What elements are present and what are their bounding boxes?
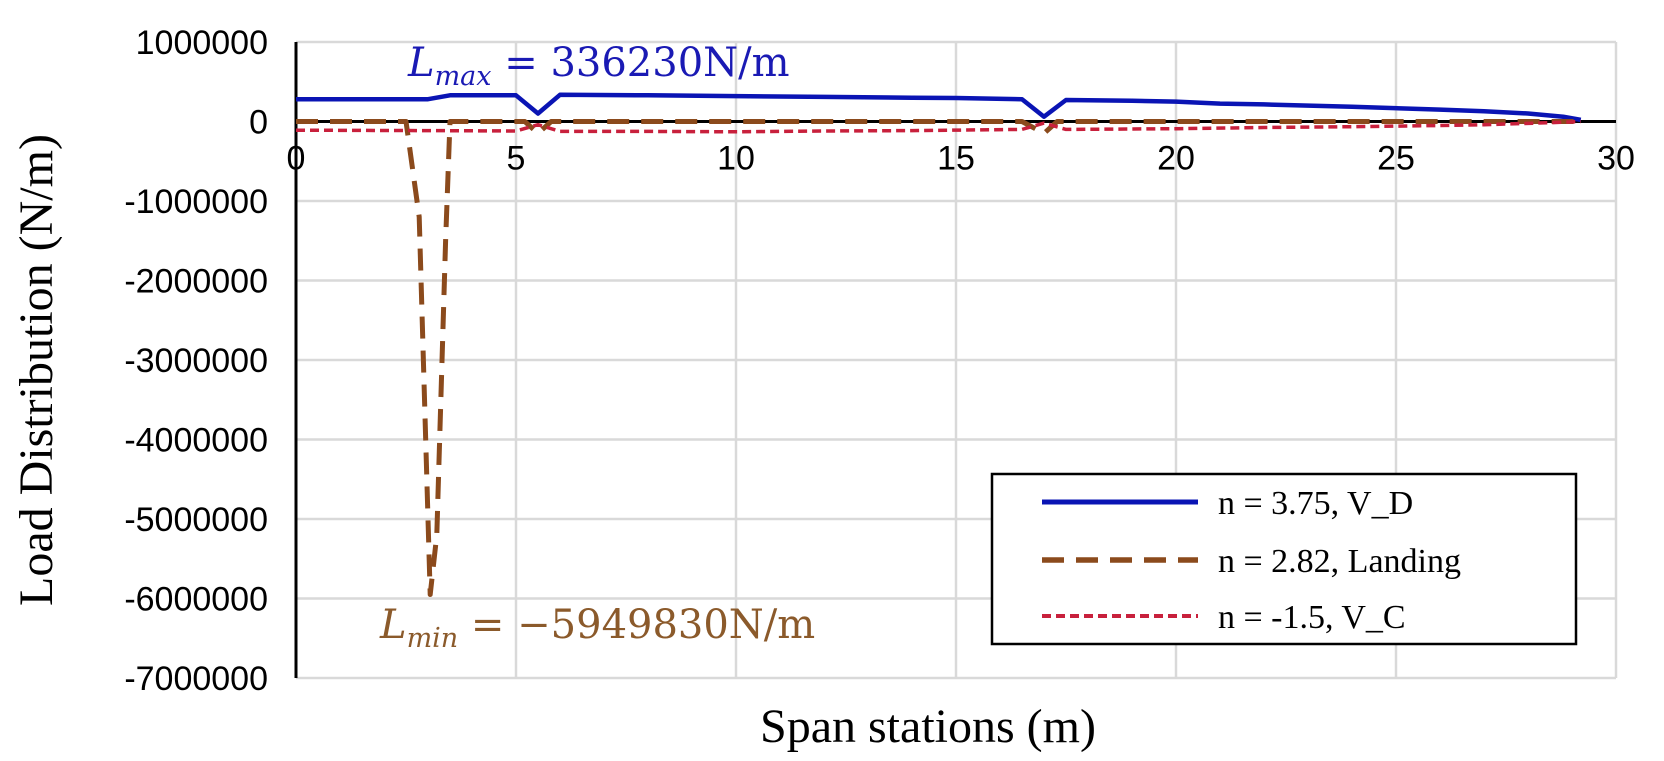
annotation-lmax-value: = 336230N/m: [492, 40, 790, 86]
annotation-lmin: Lmin = −5949830N/m: [379, 602, 815, 654]
legend-label-landing: n = 2.82, Landing: [1218, 543, 1461, 580]
series-line-vc: [295, 119, 1581, 134]
legend-label-vc: n = -1.5, V_C: [1218, 599, 1406, 636]
x-tick-label: 10: [717, 140, 755, 178]
y-tick-label: -2000000: [124, 263, 268, 301]
x-tick-label: 0: [287, 140, 306, 178]
x-tick-label: 30: [1597, 140, 1635, 178]
x-tick-label: 20: [1157, 140, 1195, 178]
series-line-landing: [296, 119, 1581, 597]
legend-label-vd: n = 3.75, V_D: [1218, 485, 1413, 522]
x-tick-label: 5: [507, 140, 526, 178]
legend: n = 3.75, V_D n = 2.82, Landing n = -1.5…: [990, 472, 1578, 646]
tick-labels: 0 5 10 15 20 25 30 1000000 0 -1000000 -2000000 -300…: [124, 24, 1635, 698]
y-tick-label: -6000000: [124, 581, 268, 619]
annotation-lmax-subscript: max: [435, 61, 492, 92]
y-tick-label: -5000000: [124, 501, 268, 539]
y-axis-title: Load Distribution (N/m): [10, 134, 63, 606]
annotation-lmax-symbol: L: [407, 40, 435, 86]
y-tick-label: -7000000: [124, 660, 268, 698]
y-tick-label: 0: [249, 104, 268, 142]
x-axis-title: Span stations (m): [760, 700, 1096, 753]
x-tick-label: 15: [937, 140, 975, 178]
y-tick-label: -4000000: [124, 422, 268, 460]
y-tick-label: -1000000: [124, 183, 268, 221]
series-line-vd: [296, 92, 1582, 123]
annotation-lmin-subscript: min: [407, 623, 459, 654]
annotation-lmax: Lmax = 336230N/m: [407, 40, 790, 92]
y-tick-label: 1000000: [136, 24, 268, 62]
annotation-lmin-symbol: L: [379, 602, 407, 648]
y-tick-label: -3000000: [124, 342, 268, 380]
x-tick-label: 25: [1377, 140, 1415, 178]
annotation-lmin-value: = −5949830N/m: [458, 602, 815, 648]
series-group: [295, 92, 1582, 597]
